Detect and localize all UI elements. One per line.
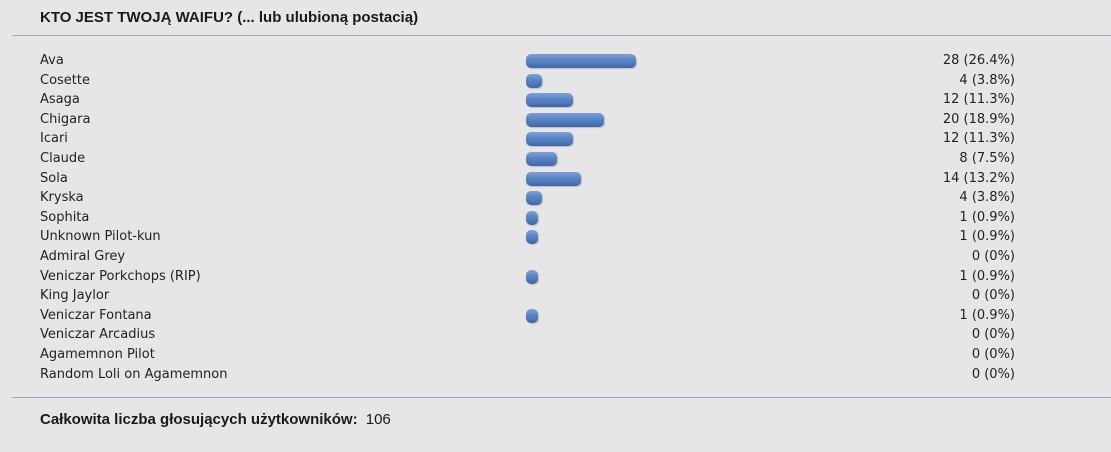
- poll-option-count: 4 (3.8%): [959, 190, 1015, 206]
- poll-option-count: 1 (0.9%): [959, 268, 1015, 284]
- poll-option-bar: [526, 191, 542, 206]
- poll-option-row: Kryska 4 (3.8%): [0, 188, 1111, 208]
- poll-option-count: 0 (0%): [971, 248, 1015, 264]
- poll-option-row: Random Loli on Agamemnon 0 (0%): [0, 365, 1111, 385]
- poll-option-row: Agamemnon Pilot 0 (0%): [0, 345, 1111, 365]
- poll-option-bar-track: [526, 368, 946, 382]
- poll-option-label: Ava: [40, 53, 64, 68]
- poll-option-bar-track: [526, 210, 946, 225]
- poll-option-label: Agamemnon Pilot: [40, 346, 155, 362]
- poll-option-count: 0 (0%): [971, 346, 1015, 362]
- poll-option-row: Sophita 1 (0.9%): [0, 208, 1111, 228]
- poll-option-count: 0 (0%): [971, 288, 1015, 304]
- poll-option-label: Claude: [40, 150, 86, 166]
- poll-option-bar-track: [526, 171, 946, 186]
- poll-option-bar: [526, 93, 573, 108]
- poll-option-count: 4 (3.8%): [959, 72, 1015, 88]
- poll-option-row: Unknown Pilot-kun 1 (0.9%): [0, 227, 1111, 247]
- poll-option-row: Icari 12 (11.3%): [0, 129, 1111, 149]
- poll-option-label: Icari: [40, 131, 68, 147]
- poll-option-label: Kryska: [40, 190, 84, 206]
- poll-title: KTO JEST TWOJĄ WAIFU? (... lub ulubioną …: [40, 9, 419, 26]
- poll-option-label: Sola: [40, 170, 68, 186]
- poll-option-count: 0 (0%): [971, 366, 1015, 382]
- poll-option-label: Unknown Pilot-kun: [40, 229, 161, 245]
- poll-option-label: Random Loli on Agamemnon: [40, 366, 228, 382]
- poll-option-count: 20 (18.9%): [942, 111, 1015, 127]
- poll-option-count: 1 (0.9%): [959, 209, 1015, 225]
- poll-option-row: King Jaylor 0 (0%): [0, 286, 1111, 306]
- poll-option-row: Claude 8 (7.5%): [0, 149, 1111, 169]
- poll-option-row: Asaga 12 (11.3%): [0, 90, 1111, 110]
- total-voters-label: Całkowita liczba głosujących użytkownikó…: [40, 411, 358, 428]
- poll-option-count: 0 (0%): [971, 327, 1015, 343]
- poll-option-label: Cosette: [40, 72, 90, 88]
- poll-option-label: Chigara: [40, 111, 91, 127]
- poll-option-row: Veniczar Arcadius 0 (0%): [0, 325, 1111, 345]
- poll-option-bar: [526, 308, 538, 323]
- poll-option-bar-track: [526, 348, 946, 362]
- poll-option-bar: [526, 171, 581, 186]
- poll-option-bar-track: [526, 112, 946, 127]
- poll-option-bar: [526, 73, 542, 88]
- poll-option-row: Veniczar Porkchops (RIP) 1 (0.9%): [0, 267, 1111, 287]
- poll-option-row: Veniczar Fontana 1 (0.9%): [0, 306, 1111, 326]
- poll-option-bar-track: [526, 289, 946, 303]
- poll-option-count: 1 (0.9%): [959, 229, 1015, 245]
- poll-option-row: Chigara 20 (18.9%): [0, 110, 1111, 130]
- poll-option-label: Sophita: [40, 209, 90, 225]
- total-voters: Całkowita liczba głosujących użytkownikó…: [40, 410, 391, 430]
- poll-option-count: 1 (0.9%): [959, 307, 1015, 323]
- poll-option-label: King Jaylor: [40, 288, 110, 304]
- poll-option-bar-track: [526, 73, 946, 88]
- poll-option-bar-track: [526, 151, 946, 166]
- poll-option-bar-track: [526, 269, 946, 284]
- poll-option-bar: [526, 269, 538, 284]
- poll-option-row: Admiral Grey 0 (0%): [0, 247, 1111, 267]
- poll-option-count: 28 (26.4%): [942, 53, 1015, 68]
- poll-option-count: 12 (11.3%): [942, 92, 1015, 108]
- poll-option-label: Veniczar Fontana: [40, 307, 152, 323]
- poll-option-bar-track: [526, 250, 946, 264]
- poll-results: Ava 28 (26.4%) Cosette 4 (3.8%) Asaga 12 (11.…: [0, 51, 1111, 384]
- poll-option-row: Ava 28 (26.4%): [0, 51, 1111, 71]
- poll-option-bar: [526, 151, 557, 166]
- poll-option-bar: [526, 230, 538, 245]
- poll-option-label: Admiral Grey: [40, 248, 126, 264]
- poll-option-bar-track: [526, 54, 946, 68]
- poll-option-row: Sola 14 (13.2%): [0, 169, 1111, 189]
- poll-option-bar: [526, 210, 538, 225]
- total-voters-value: 106: [365, 411, 391, 428]
- poll-option-bar-track: [526, 132, 946, 147]
- poll-option-bar-track: [526, 308, 946, 323]
- poll-option-count: 8 (7.5%): [959, 150, 1015, 166]
- poll-option-bar-track: [526, 93, 946, 108]
- poll-option-label: Asaga: [40, 92, 80, 108]
- bottom-divider: [12, 397, 1111, 398]
- top-divider: [12, 35, 1111, 36]
- poll-option-bar-track: [526, 191, 946, 206]
- poll-option-bar: [526, 112, 604, 127]
- poll-option-bar: [526, 54, 636, 68]
- poll-option-row: Cosette 4 (3.8%): [0, 71, 1111, 91]
- poll-option-bar-track: [526, 230, 946, 245]
- poll-option-count: 14 (13.2%): [942, 170, 1015, 186]
- poll-option-label: Veniczar Porkchops (RIP): [40, 268, 201, 284]
- poll-option-count: 12 (11.3%): [942, 131, 1015, 147]
- poll-option-bar: [526, 132, 573, 147]
- poll-option-bar-track: [526, 328, 946, 342]
- poll-option-label: Veniczar Arcadius: [40, 327, 156, 343]
